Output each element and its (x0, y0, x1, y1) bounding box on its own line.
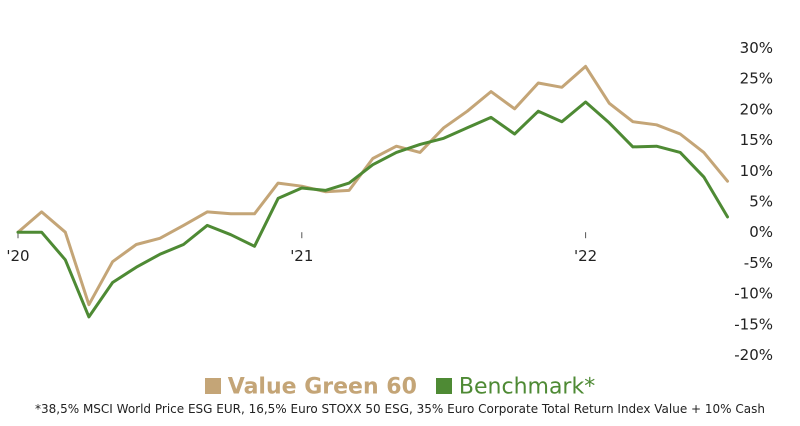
y-tick-label: -10% (734, 285, 773, 303)
y-tick-label: 30% (740, 39, 773, 57)
y-tick-label: -15% (734, 315, 773, 333)
y-tick-label: 5% (749, 193, 773, 211)
legend-item-value-green-60: Value Green 60 (204, 374, 417, 400)
y-tick-label: -5% (744, 254, 773, 272)
legend-swatch-value-green-60 (204, 378, 221, 395)
y-tick-label: 10% (740, 162, 773, 180)
series-line-value-green-60 (16, 64, 729, 307)
legend-label-value-green-60: Value Green 60 (227, 374, 417, 400)
line-chart: '20 '21 '22 30% 25% 20% 15% 10% 5% 0% -5% -10% -15%… (6, 39, 773, 364)
x-axis-ticks: '20 '21 '22 (6, 232, 597, 265)
x-tick-label: '22 (574, 247, 597, 265)
legend: Value Green 60 Benchmark* (0, 374, 800, 400)
x-tick-label: '20 (6, 247, 29, 265)
footnote: *38,5% MSCI World Price ESG EUR, 16,5% E… (35, 402, 765, 416)
legend-swatch-benchmark (435, 378, 452, 395)
y-axis-ticks: 30% 25% 20% 15% 10% 5% 0% -5% -10% -15% -20% (734, 39, 773, 364)
y-tick-label: 25% (740, 70, 773, 88)
x-tick-label: '21 (290, 247, 313, 265)
y-tick-label: 20% (740, 100, 773, 118)
legend-label-benchmark: Benchmark* (458, 374, 596, 400)
y-tick-label: -20% (734, 346, 773, 364)
y-tick-label: 0% (749, 223, 773, 241)
series-line-benchmark (16, 100, 729, 319)
y-tick-label: 15% (740, 131, 773, 149)
legend-item-benchmark: Benchmark* (435, 374, 596, 400)
series-lines (16, 64, 729, 319)
